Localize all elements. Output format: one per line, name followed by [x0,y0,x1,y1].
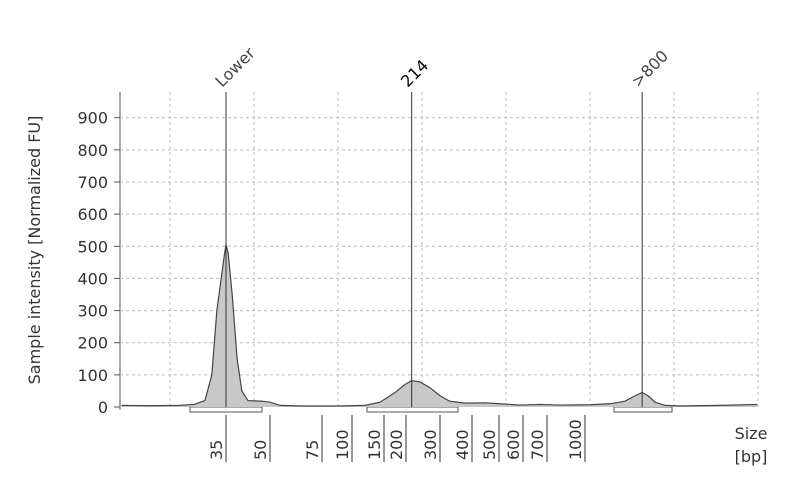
y-tick-label: 100 [77,366,108,385]
trace-line [121,244,758,407]
x-tick-label: 600 [504,429,523,460]
peak-region [613,406,673,413]
y-tick-label: 0 [98,398,108,417]
x-tick-label: 1000 [566,419,585,460]
y-tick-label: 900 [77,109,108,128]
peak-region [366,406,459,413]
y-tick-label: 300 [77,302,108,321]
x-tick-label: 500 [480,429,499,460]
x-axis-label: [bp] [735,447,768,466]
y-tick-label: 200 [77,334,108,353]
y-tick-label: 500 [77,237,108,256]
peak-label: >800 [628,46,673,91]
x-tick-label: 300 [421,429,440,460]
x-tick-label: 100 [333,429,352,460]
y-tick-label: 600 [77,205,108,224]
x-tick-label: 200 [387,429,406,460]
y-tick-label: 800 [77,141,108,160]
peak-label: Lower [211,43,259,91]
x-tick-label: 700 [528,429,547,460]
x-tick-label: 400 [453,429,472,460]
y-tick-label: 400 [77,269,108,288]
x-tick-label: 50 [251,440,270,460]
y-axis-label: Sample intensity [Normalized FU] [25,116,44,385]
peak-label: 214 [397,56,432,91]
x-tick-label: 35 [207,440,226,460]
x-tick-label: 75 [303,440,322,460]
peak-region [189,406,263,413]
trace-area [121,244,758,407]
x-tick-label: 150 [365,429,384,460]
y-tick-label: 700 [77,173,108,192]
vertical-grid [169,92,759,407]
x-axis-label: Size [735,424,768,443]
